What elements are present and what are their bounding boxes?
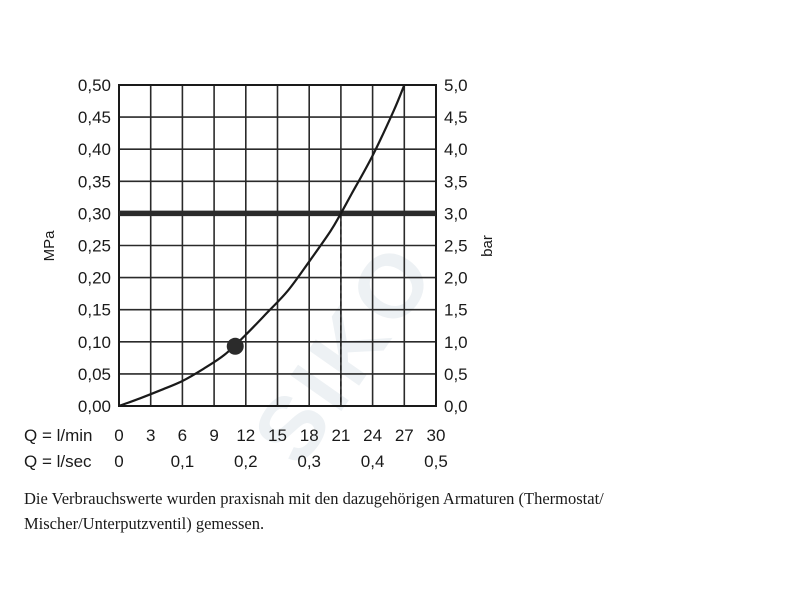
y-right-tick-label: 0,0 bbox=[444, 397, 468, 416]
x-row1-label: Q = l/min bbox=[24, 426, 93, 445]
series-curve bbox=[118, 84, 406, 408]
x-axis-row-lsec: 0 0,1 0,2 0,3 0,4 0,5 bbox=[114, 452, 448, 471]
y-right-tick-label: 3,5 bbox=[444, 172, 468, 191]
marker-point bbox=[226, 337, 244, 355]
x-axis-row-lmin: 0 3 6 9 12 15 18 21 24 27 30 bbox=[114, 426, 445, 445]
left-axis-ticks: 0,00 0,05 0,10 0,15 0,20 0,25 0,30 0,35 0,40 0,45… bbox=[78, 76, 111, 416]
y-right-tick-label: 1,5 bbox=[444, 301, 468, 320]
y-right-tick-label: 4,5 bbox=[444, 108, 468, 127]
y-left-tick-label: 0,30 bbox=[78, 204, 111, 223]
x-lmin-tick-label: 9 bbox=[209, 426, 218, 445]
x-lmin-tick-label: 6 bbox=[178, 426, 187, 445]
y-left-tick-label: 0,00 bbox=[78, 397, 111, 416]
x-lmin-tick-label: 27 bbox=[395, 426, 414, 445]
y-left-tick-label: 0,40 bbox=[78, 140, 111, 159]
x-lmin-tick-label: 0 bbox=[114, 426, 123, 445]
y-left-tick-label: 0,50 bbox=[78, 76, 111, 95]
caption-text: Die Verbrauchswerte wurden praxisnah mit… bbox=[24, 489, 604, 533]
right-axis-ticks: 0,0 0,5 1,0 1,5 2,0 2,5 3,0 3,5 4,0 4,5 5,0 bbox=[444, 76, 468, 416]
x-lmin-tick-label: 30 bbox=[427, 426, 446, 445]
x-lsec-tick-label: 0,3 bbox=[297, 452, 321, 471]
y-left-tick-label: 0,35 bbox=[78, 172, 111, 191]
y-right-tick-label: 3,0 bbox=[444, 204, 468, 223]
y-right-tick-label: 4,0 bbox=[444, 140, 468, 159]
y-right-tick-label: 2,5 bbox=[444, 237, 468, 256]
x-lmin-tick-label: 12 bbox=[236, 426, 255, 445]
x-lmin-tick-label: 24 bbox=[363, 426, 382, 445]
y-right-tick-label: 5,0 bbox=[444, 76, 468, 95]
x-row2-label: Q = l/sec bbox=[24, 452, 92, 471]
x-lsec-tick-label: 0,1 bbox=[171, 452, 195, 471]
x-lsec-tick-label: 0 bbox=[114, 452, 123, 471]
series-line bbox=[118, 84, 406, 408]
x-lmin-tick-label: 15 bbox=[268, 426, 287, 445]
y-left-tick-label: 0,45 bbox=[78, 108, 111, 127]
plot-frame bbox=[118, 84, 437, 407]
y-right-tick-label: 0,5 bbox=[444, 365, 468, 384]
y-right-axis-label: bar bbox=[479, 235, 496, 257]
y-right-tick-label: 1,0 bbox=[444, 333, 468, 352]
data-point-marker bbox=[226, 337, 244, 355]
x-lsec-tick-label: 0,4 bbox=[361, 452, 385, 471]
x-lmin-tick-label: 18 bbox=[300, 426, 319, 445]
reference-lines bbox=[119, 210, 436, 406]
y-left-tick-label: 0,05 bbox=[78, 365, 111, 384]
x-lmin-tick-label: 3 bbox=[146, 426, 155, 445]
y-right-tick-label: 2,0 bbox=[444, 269, 468, 288]
x-lsec-tick-label: 0,2 bbox=[234, 452, 258, 471]
y-left-tick-label: 0,15 bbox=[78, 301, 111, 320]
y-left-tick-label: 0,10 bbox=[78, 333, 111, 352]
y-left-axis-label: MPa bbox=[41, 230, 58, 262]
y-left-tick-label: 0,25 bbox=[78, 237, 111, 256]
plot-border bbox=[118, 84, 437, 407]
x-lmin-tick-label: 21 bbox=[331, 426, 350, 445]
y-left-tick-label: 0,20 bbox=[78, 269, 111, 288]
x-lsec-tick-label: 0,5 bbox=[424, 452, 448, 471]
